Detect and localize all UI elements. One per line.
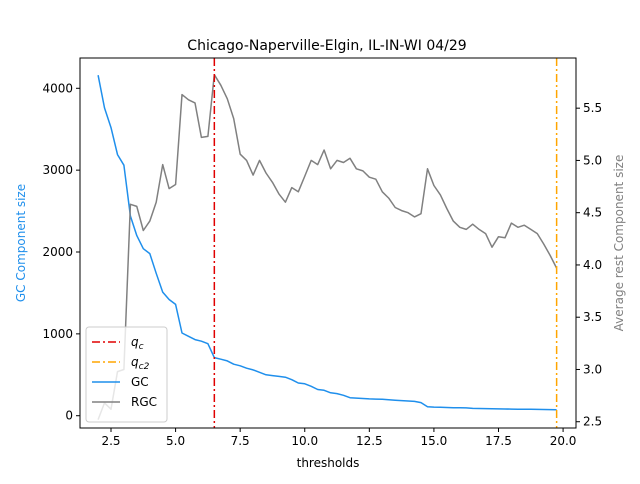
x-tick-label: 20.0 bbox=[550, 434, 577, 448]
x-tick-label: 5.0 bbox=[166, 434, 185, 448]
x-axis-label: thresholds bbox=[297, 456, 360, 470]
left-y-tick-label: 2000 bbox=[42, 245, 73, 259]
legend: qc qc2 GC RGC bbox=[85, 326, 168, 423]
x-tick-label: 17.5 bbox=[485, 434, 512, 448]
chart-title: Chicago-Naperville-Elgin, IL-IN-WI 04/29 bbox=[187, 38, 466, 54]
x-tick-label: 2.5 bbox=[101, 434, 120, 448]
legend-label-q-c2: qc2 bbox=[131, 355, 150, 372]
x-tick-label: 10.0 bbox=[291, 434, 318, 448]
left-y-tick-label: 4000 bbox=[42, 81, 73, 95]
left-y-tick-label: 1000 bbox=[42, 327, 73, 341]
right-y-tick-label: 5.0 bbox=[583, 153, 602, 167]
right-y-tick-label: 3.5 bbox=[583, 310, 602, 324]
x-axis: 2.5 5.0 7.5 10.0 12.5 15.0 17.5 20.0 bbox=[101, 428, 576, 448]
left-y-axis-label: GC Component size bbox=[14, 184, 28, 302]
right-y-axis-label: Average rest Component size bbox=[612, 155, 626, 332]
series-line-rgc bbox=[97, 73, 558, 420]
right-y-axis: 2.5 3.0 3.5 4.0 4.5 5.0 5.5 bbox=[576, 101, 602, 429]
x-tick-label: 7.5 bbox=[231, 434, 250, 448]
left-y-tick-label: 3000 bbox=[42, 163, 73, 177]
left-y-tick-label: 0 bbox=[65, 409, 73, 423]
plot-frame bbox=[79, 57, 577, 429]
plot-layer bbox=[97, 58, 558, 428]
right-y-tick-label: 3.0 bbox=[583, 362, 602, 376]
left-y-axis: 0 1000 2000 3000 4000 bbox=[42, 81, 80, 423]
x-tick-label: 15.0 bbox=[421, 434, 448, 448]
legend-label-gc: GC bbox=[131, 375, 149, 389]
legend-box bbox=[85, 326, 168, 423]
x-tick-label: 12.5 bbox=[356, 434, 383, 448]
right-y-tick-label: 5.5 bbox=[583, 101, 602, 115]
series-line-gc bbox=[97, 75, 557, 411]
right-y-tick-label: 2.5 bbox=[583, 415, 602, 429]
legend-label-rgc: RGC bbox=[131, 395, 157, 409]
right-y-tick-label: 4.0 bbox=[583, 258, 602, 272]
legend-label-q-c: qc bbox=[131, 335, 144, 352]
right-y-tick-label: 4.5 bbox=[583, 206, 602, 220]
